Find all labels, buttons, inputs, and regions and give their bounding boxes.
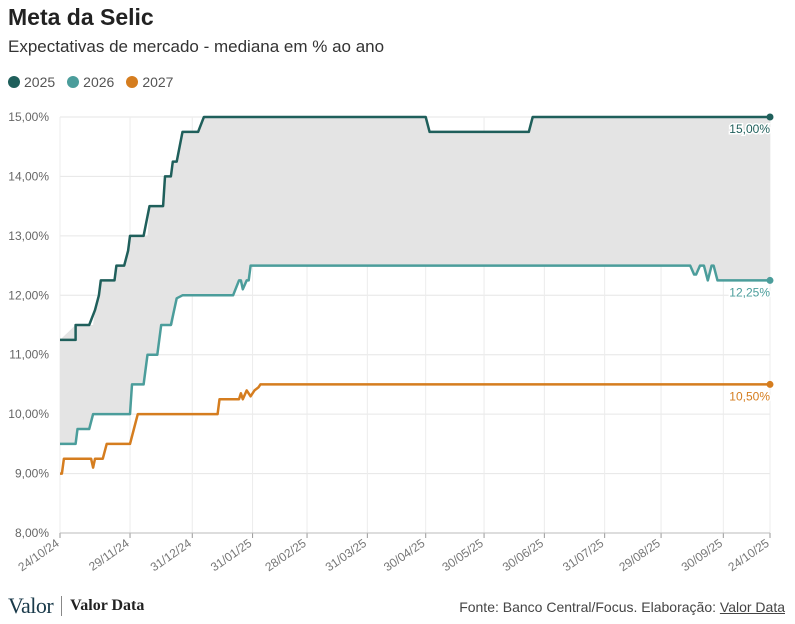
- chart-title: Meta da Selic: [8, 4, 154, 30]
- x-tick-label: 24/10/25: [725, 536, 772, 574]
- y-tick-label: 12,00%: [8, 288, 49, 302]
- y-tick-label: 10,00%: [8, 407, 49, 421]
- series-endpoint-2026[interactable]: [766, 276, 774, 284]
- legend-swatch-2027: [126, 76, 139, 88]
- chart-subtitle: Expectativas de mercado - mediana em % a…: [8, 37, 385, 56]
- x-tick-label: 31/03/25: [323, 536, 370, 574]
- source-link[interactable]: Valor Data: [719, 599, 785, 615]
- legend-item-2026[interactable]: 2026: [67, 74, 114, 90]
- y-tick-label: 14,00%: [8, 169, 49, 183]
- x-tick-label: 31/12/24: [148, 536, 195, 574]
- legend-label-2025: 2025: [24, 74, 56, 90]
- footer-logos: Valor Valor Data: [8, 593, 144, 619]
- shaded-band: [60, 117, 770, 444]
- x-tick-label: 31/01/25: [208, 536, 255, 574]
- series-end-label-2026: 12,25%: [729, 285, 770, 299]
- series-line-2026[interactable]: [60, 264, 770, 446]
- x-tick-label: 30/04/25: [381, 536, 428, 574]
- series-endpoint-2025[interactable]: [766, 113, 774, 121]
- x-tick-label: 28/02/25: [262, 536, 309, 574]
- x-tick-label: 29/08/25: [616, 536, 663, 574]
- series-line-2027[interactable]: [60, 383, 770, 475]
- valor-logo[interactable]: Valor: [8, 593, 54, 618]
- legend-label-2026: 2026: [83, 74, 115, 90]
- x-tick-label: 30/05/25: [439, 536, 486, 574]
- valor-data-logo[interactable]: Valor Data: [70, 597, 145, 614]
- x-tick-label: 29/11/24: [86, 536, 132, 574]
- y-tick-label: 9,00%: [15, 467, 49, 481]
- x-tick-label: 30/06/25: [500, 536, 547, 574]
- legend-item-2025[interactable]: 2025: [8, 74, 55, 90]
- source-text: Fonte: Banco Central/Focus. Elaboração:: [459, 599, 716, 615]
- y-tick-label: 13,00%: [8, 229, 49, 243]
- y-tick-label: 15,00%: [8, 110, 49, 124]
- legend: 2025 2026 2027: [8, 74, 173, 90]
- y-tick-label: 8,00%: [15, 526, 49, 540]
- legend-swatch-2025: [8, 76, 20, 88]
- legend-swatch-2026: [67, 76, 80, 88]
- series-endpoint-2027[interactable]: [766, 380, 774, 388]
- source-note: Fonte: Banco Central/Focus. Elaboração: …: [459, 599, 785, 615]
- x-tick-label: 30/09/25: [679, 536, 726, 574]
- logo-divider: [61, 596, 63, 616]
- series-end-label-2027: 10,50%: [729, 389, 770, 403]
- x-tick-label: 24/10/24: [15, 536, 62, 574]
- y-tick-label: 11,00%: [9, 348, 49, 362]
- series-end-label-2025: 15,00%: [729, 122, 770, 136]
- x-tick-label: 31/07/25: [560, 536, 607, 574]
- legend-label-2027: 2027: [142, 74, 174, 90]
- series-line-2025[interactable]: [60, 115, 770, 342]
- legend-item-2027[interactable]: 2027: [126, 74, 173, 90]
- line-chart: 8,00% 9,00% 10,00% 11,00% 12,00% 13,00% 14,00%…: [8, 110, 774, 574]
